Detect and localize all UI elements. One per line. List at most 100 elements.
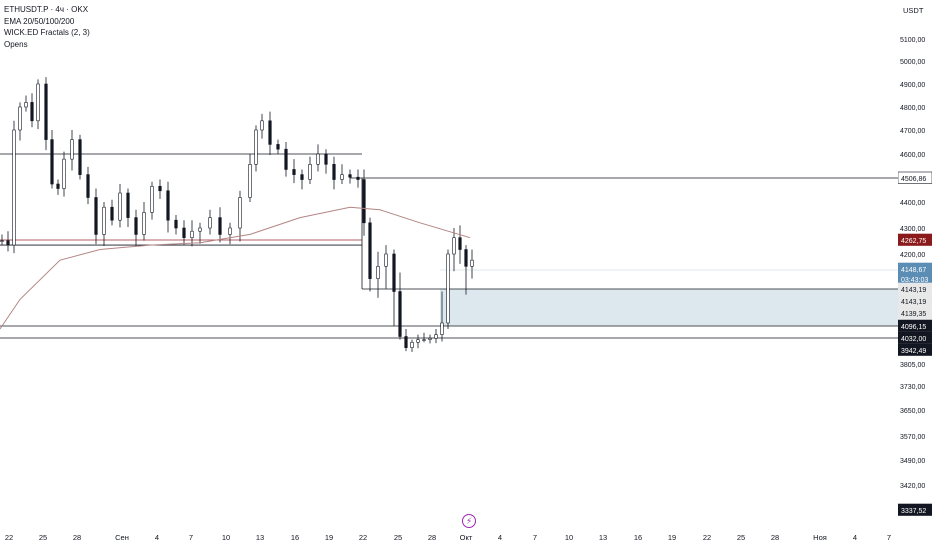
candle-body <box>458 237 462 250</box>
price-label-box <box>898 294 932 307</box>
candle-body <box>384 253 388 267</box>
time-tick-label: 19 <box>668 533 676 542</box>
candle-body <box>410 341 414 348</box>
candle-body <box>158 185 162 192</box>
candle-body <box>12 129 16 246</box>
price-chart[interactable] <box>0 0 898 520</box>
candle-body <box>276 144 280 150</box>
candle-body <box>24 102 28 108</box>
indicator-ema[interactable]: EMA 20/50/100/200 <box>4 16 75 26</box>
time-tick-label: 13 <box>256 533 264 542</box>
time-tick-label: 22 <box>359 533 367 542</box>
candle-body <box>174 219 178 229</box>
time-tick-label: 25 <box>39 533 47 542</box>
time-tick-label: 22 <box>703 533 711 542</box>
candle-body <box>356 176 360 180</box>
price-axis[interactable]: 5100,00 5000,00 4900,00 4800,00 4700,00 4600,… <box>898 0 932 520</box>
candle-body <box>70 139 74 160</box>
price-tick-label: 4800,00 <box>900 105 925 112</box>
candle-body <box>348 174 352 178</box>
candle-body <box>440 322 444 335</box>
candle-body <box>324 153 328 165</box>
time-tick-label: 4 <box>498 533 502 542</box>
price-tick-label: 4900,00 <box>900 82 925 89</box>
candle-body <box>142 212 146 235</box>
candle-body <box>30 102 34 122</box>
currency-label[interactable]: USDT <box>903 6 924 15</box>
price-label-box <box>898 503 932 516</box>
price-label-box <box>898 319 932 332</box>
indicator-fractals[interactable]: WICK.ED Fractals (2, 3) <box>4 28 90 37</box>
candle-body <box>404 336 408 348</box>
price-tick-label: 3650,00 <box>900 408 925 415</box>
time-tick-label: 13 <box>599 533 607 542</box>
price-label-box <box>898 331 932 344</box>
price-tick-label: 4400,00 <box>900 200 925 207</box>
lightning-icon[interactable]: ⚡ <box>462 514 476 528</box>
candle-body <box>44 83 48 140</box>
price-tick-label: 4600,00 <box>900 152 925 159</box>
time-tick-label: 28 <box>771 533 779 542</box>
price-label-text: 3337,52 <box>901 508 926 515</box>
price-label-text: 4143,19 <box>901 299 926 306</box>
candle-body <box>376 266 380 279</box>
candle-body <box>362 179 366 224</box>
price-tick-label: 4700,00 <box>900 128 925 135</box>
candle-body <box>110 206 114 221</box>
price-tick-label: 4200,00 <box>900 252 925 259</box>
candle-body <box>398 291 402 337</box>
candle-body <box>50 139 54 185</box>
candle-body <box>56 183 60 189</box>
time-tick-label: 7 <box>189 533 193 542</box>
candle-body <box>182 227 186 238</box>
price-tick-label: 3490,00 <box>900 458 925 465</box>
candle-body <box>102 206 106 235</box>
candle-body <box>78 139 82 175</box>
ema-line <box>0 206 471 330</box>
time-tick-label: Ноя <box>813 533 827 542</box>
price-label-text: 4139,35 <box>901 311 926 318</box>
symbol-title[interactable]: ETHUSDT.P · 4ч · OKX <box>4 5 89 14</box>
time-tick-label: 7 <box>533 533 537 542</box>
candle-body <box>300 174 304 180</box>
fractal-zone <box>440 289 898 326</box>
time-axis[interactable]: 22 25 28 Сен 4 7 10 13 16 19 22 25 28 Окт 4 7 10 13 16 19 22… <box>0 520 898 550</box>
price-label-text: 4262,75 <box>901 238 926 245</box>
candle-body <box>0 240 4 242</box>
candle-body <box>208 217 212 229</box>
indicator-opens[interactable]: Opens <box>4 39 28 49</box>
candle-body <box>198 227 202 232</box>
time-tick-label: 10 <box>222 533 230 542</box>
price-label-box <box>898 306 932 319</box>
candle-body <box>18 106 22 131</box>
time-tick-label: 19 <box>325 533 333 542</box>
candle-body <box>446 253 450 324</box>
chart-pane[interactable] <box>0 0 898 520</box>
price-tick-label: 5100,00 <box>900 37 925 44</box>
candle-body <box>332 164 336 180</box>
price-tick-label: 3570,00 <box>900 434 925 441</box>
candle-body <box>228 227 232 235</box>
candle-body <box>94 197 98 235</box>
price-tick-label: 3420,00 <box>900 483 925 490</box>
candle-body <box>6 240 10 246</box>
candle-body <box>254 129 258 165</box>
price-label-box <box>898 233 932 246</box>
time-tick-label: Окт <box>460 533 473 542</box>
price-label-text: 4032,00 <box>901 336 926 343</box>
price-axis-svg: 5100,00 5000,00 4900,00 4800,00 4700,00 4600,… <box>898 37 932 516</box>
time-tick-label: 4 <box>155 533 159 542</box>
price-tick-label: 5000,00 <box>900 59 925 66</box>
price-label-text: 4148,67 <box>901 267 926 274</box>
price-label-text: 4096,15 <box>901 324 926 331</box>
candle-body <box>340 174 344 180</box>
time-tick-label: 22 <box>5 533 13 542</box>
candle-body <box>308 164 312 180</box>
candle-body <box>292 169 296 175</box>
candle-body <box>434 334 438 339</box>
price-label-box <box>898 171 932 184</box>
candle-body <box>126 192 130 218</box>
time-axis-svg: 22 25 28 Сен 4 7 10 13 16 19 22 25 28 Окт 4 7 10 13 16 19 22… <box>5 533 891 542</box>
candle-body <box>392 253 396 292</box>
price-label-text: 03:43:03 <box>901 277 928 284</box>
